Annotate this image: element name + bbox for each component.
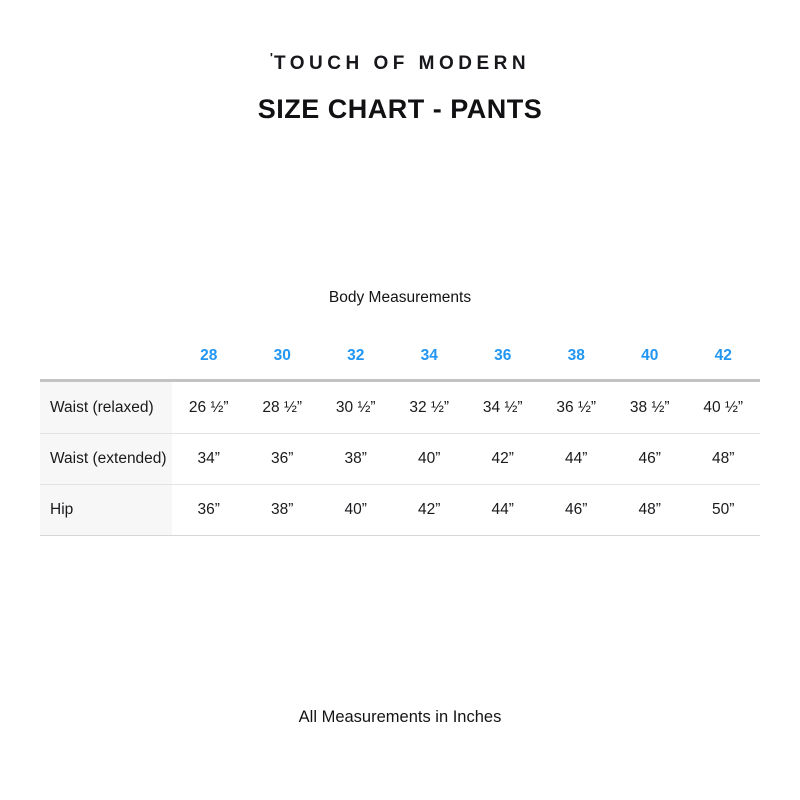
measurement-value: 28 ½” — [262, 398, 303, 416]
measurement-value: 48” — [638, 501, 661, 518]
measurement-value: 34” — [197, 450, 220, 467]
measurement-value: 38” — [271, 501, 294, 518]
measurement-value: 34 ½” — [482, 398, 523, 416]
measurement-value: 38 ½” — [629, 398, 670, 416]
measurement-value: 46” — [565, 501, 588, 518]
size-column-header: 30 — [273, 347, 291, 364]
size-column-header: 38 — [567, 347, 585, 364]
table-row-waist-relaxed: Waist (relaxed) 26 ½” 28 ½” 30 ½” 32 ½” … — [40, 382, 760, 433]
size-column-header: 32 — [347, 347, 365, 364]
measurement-value: 40” — [344, 501, 367, 518]
header-spacer-cell — [40, 333, 172, 379]
logo-tick-mark: ' — [269, 50, 273, 65]
measurement-value: 44” — [565, 450, 588, 467]
row-label: Waist (extended) — [40, 434, 172, 484]
row-label: Waist (relaxed) — [40, 382, 172, 433]
section-label-body-measurements: Body Measurements — [328, 289, 472, 306]
size-chart-table: 28 30 32 34 36 38 40 42 Waist (relaxed) … — [40, 333, 760, 536]
brand-logo: 'TOUCH OF MODERN — [0, 50, 800, 75]
size-header-row: 28 30 32 34 36 38 40 42 — [40, 333, 760, 379]
measurement-value: 36” — [271, 450, 294, 467]
brand-logo-text: TOUCH OF MODERN — [274, 53, 531, 74]
measurement-value: 48” — [712, 450, 735, 467]
measurement-value: 42” — [491, 450, 514, 467]
footer-note: All Measurements in Inches — [298, 708, 502, 726]
measurement-value: 38” — [344, 450, 367, 467]
measurement-value: 50” — [712, 501, 735, 518]
measurement-value: 36” — [197, 501, 220, 518]
measurement-value: 46” — [638, 450, 661, 467]
size-column-header: 28 — [200, 347, 218, 364]
size-column-header: 42 — [714, 347, 732, 364]
page-title: SIZE CHART - PANTS — [257, 94, 543, 124]
measurement-value: 36 ½” — [556, 398, 597, 416]
measurement-value: 40 ½” — [703, 398, 744, 416]
row-label: Hip — [40, 485, 172, 535]
measurement-value: 44” — [491, 501, 514, 518]
table-body: Waist (relaxed) 26 ½” 28 ½” 30 ½” 32 ½” … — [40, 379, 760, 536]
measurement-value: 42” — [418, 501, 441, 518]
size-column-header: 40 — [641, 347, 659, 364]
measurement-value: 32 ½” — [409, 398, 450, 416]
measurement-value: 26 ½” — [188, 398, 229, 416]
size-column-header: 34 — [420, 347, 438, 364]
table-row-hip: Hip 36” 38” 40” 42” 44” 46” 48” 50” — [40, 484, 760, 535]
measurement-value: 40” — [418, 450, 441, 467]
table-row-waist-extended: Waist (extended) 34” 36” 38” 40” 42” 44”… — [40, 433, 760, 484]
measurement-value: 30 ½” — [335, 398, 376, 416]
size-column-header: 36 — [494, 347, 512, 364]
